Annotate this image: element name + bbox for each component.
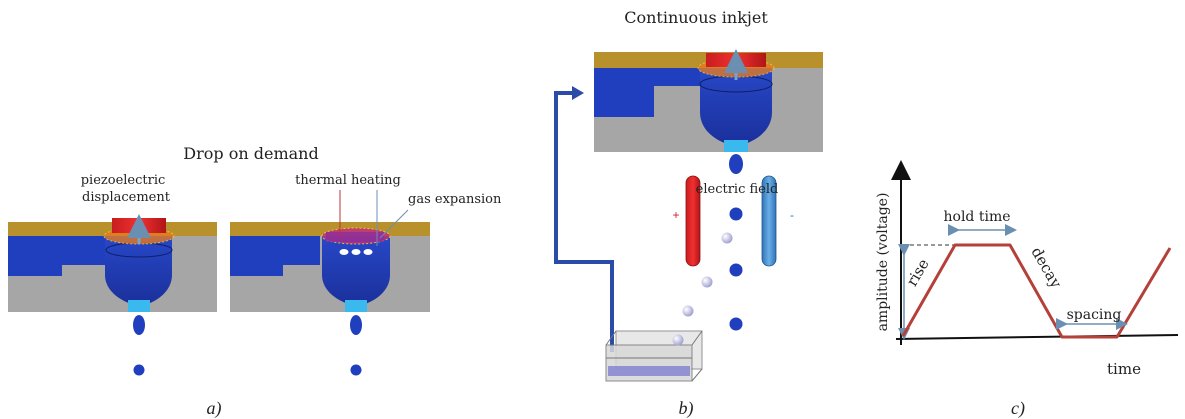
panel-b: Continuous inkjet (554, 8, 823, 419)
deflected-drop (672, 334, 684, 346)
charged-drop (729, 207, 743, 221)
panel-a-caption: a) (207, 398, 222, 419)
y-axis-label: amplitude (voltage) (875, 193, 891, 332)
gutter-box (605, 330, 703, 382)
ejected-drop (133, 315, 145, 335)
charged-drop (729, 317, 743, 331)
panel-b-caption: b) (679, 398, 694, 419)
electric-field-label: electric field (696, 182, 779, 197)
ink-channel (8, 236, 110, 276)
gas-bubble-2 (351, 249, 361, 255)
nozzle (724, 140, 748, 152)
deflected-drop (721, 232, 733, 244)
gas-bubble-3 (363, 249, 373, 255)
negative-electrode (761, 175, 777, 267)
ejected-drop (350, 315, 362, 335)
gutter-ink (608, 366, 690, 376)
charged-drop (729, 263, 743, 277)
piezo-printhead (8, 214, 217, 376)
spacing-label: spacing (1067, 307, 1122, 323)
thermal-label: thermal heating (295, 173, 401, 188)
gas-bubble-1 (339, 249, 349, 255)
falling-drop (350, 364, 362, 376)
panel-a-title: Drop on demand (183, 144, 318, 163)
gas-label: gas expansion (408, 192, 502, 207)
positive-electrode (685, 175, 701, 267)
drop-stream-top (729, 154, 743, 174)
gas-pointer-diag (379, 209, 409, 239)
ink-channel (230, 236, 320, 276)
deflected-drop (682, 305, 694, 317)
continuous-printhead (594, 49, 823, 152)
gutter-edge-2 (691, 330, 703, 346)
ink-channel (594, 68, 705, 117)
ink-chamber (322, 236, 390, 306)
plus-sign: + (672, 208, 679, 222)
recirculation-arrowhead (572, 86, 584, 100)
piezo-label-line1: piezoelectric (81, 173, 166, 188)
panel-c: amplitude (voltage) time hold time rise … (875, 160, 1179, 419)
panel-b-title: Continuous inkjet (624, 8, 768, 27)
piezo-label-line2: displacement (82, 190, 171, 205)
falling-drop (133, 364, 145, 376)
nozzle (128, 300, 150, 312)
thermal-printhead (230, 190, 430, 376)
hold-time-label: hold time (944, 209, 1011, 225)
minus-sign: - (790, 208, 794, 222)
deflected-drop (701, 276, 713, 288)
x-axis (895, 334, 1179, 340)
panel-c-caption: c) (1011, 398, 1025, 419)
x-axis-label: time (1107, 360, 1141, 378)
ink-chamber (700, 68, 772, 146)
gutter-edge-1 (605, 330, 617, 346)
panel-a: Drop on demand piezoelectric displacemen… (8, 144, 502, 419)
rise-label: rise (903, 256, 933, 290)
ink-chamber (105, 236, 172, 306)
recirculation-line (554, 91, 614, 352)
heater (326, 232, 384, 242)
gutter-edge-3 (691, 368, 703, 382)
nozzle (345, 300, 367, 312)
